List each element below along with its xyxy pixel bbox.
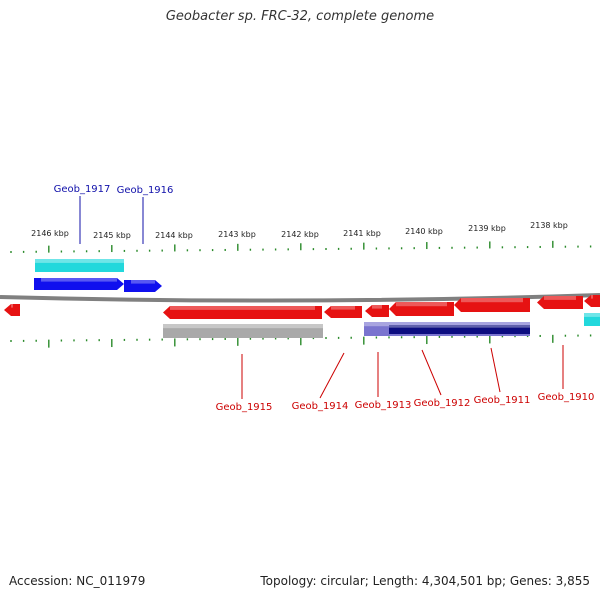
scale-label: 2142 kbp [281, 230, 319, 239]
gene-label-geob-1912[interactable]: Geob_1912 [414, 398, 471, 409]
gene-arrow-geob-1910[interactable] [537, 296, 583, 309]
gene-arrow-geob-1914[interactable] [324, 306, 362, 318]
gene-arrow-geob-1913-highlight [372, 305, 382, 309]
gene-label-geob-1910[interactable]: Geob_1910 [538, 392, 595, 403]
genome-backbone [0, 293, 600, 303]
gene-arrow-geob-1915-highlight [170, 306, 315, 310]
scale-labels: 2146 kbp 2145 kbp 2144 kbp 2143 kbp 2142 kbp… [31, 221, 568, 240]
cds-bar-edge-highlight [584, 313, 600, 317]
scale-label: 2144 kbp [155, 231, 193, 240]
gene-arrow-geob-1916-highlight [131, 280, 155, 284]
gene-arrow-edge[interactable] [584, 295, 600, 307]
cds-bar-navy[interactable] [389, 325, 530, 334]
label-leader-geob-1911 [490, 347, 501, 393]
scale-label: 2140 kbp [405, 227, 443, 236]
gene-arrow-geob-1911-highlight [461, 298, 523, 303]
genome-summary-text: Topology: circular; Length: 4,304,501 bp… [260, 574, 590, 588]
label-leader-geob-1914 [319, 352, 345, 399]
genome-title: Geobacter sp. FRC-32, complete genome [165, 9, 435, 24]
gene-arrow-geob-1915[interactable] [163, 306, 322, 319]
gene-arrow-geob-1911[interactable] [454, 298, 530, 312]
gene-label-geob-1913[interactable]: Geob_1913 [355, 400, 412, 411]
cds-bar-geob-1915-highlight [163, 324, 323, 329]
scale-label: 2138 kbp [530, 221, 568, 230]
gene-labels: Geob_1917 Geob_1916 Geob_1915 Geob_1914 Geob… [54, 184, 595, 413]
scale-label: 2141 kbp [343, 229, 381, 238]
scale-label: 2139 kbp [468, 224, 506, 233]
accession-text: Accession: NC_011979 [9, 574, 146, 588]
gene-arrow-geob-1914-highlight [331, 306, 355, 310]
gene-arrow-geob-1910-highlight [544, 296, 576, 300]
scale-ticks-bottom [10, 334, 592, 348]
gene-arrow-geob-1912-highlight [396, 302, 447, 307]
cds-bar-purple-highlight [364, 322, 530, 327]
label-leader-geob-1912 [421, 349, 442, 396]
gene-arrow-partial-highlight [11, 304, 13, 308]
gene-arrow-partial[interactable] [4, 304, 20, 316]
gene-label-geob-1911[interactable]: Geob_1911 [474, 395, 531, 406]
gene-arrow-geob-1913[interactable] [365, 305, 389, 317]
cds-bar-navy-highlight [389, 325, 530, 328]
forward-cds-bar[interactable] [35, 259, 124, 272]
gene-label-geob-1917[interactable]: Geob_1917 [54, 184, 111, 195]
gene-arrow-geob-1917[interactable] [34, 278, 124, 290]
scale-label: 2146 kbp [31, 229, 69, 238]
gene-features [4, 259, 600, 338]
scale-label: 2145 kbp [93, 231, 131, 240]
cds-bar-edge[interactable] [584, 313, 600, 326]
gene-label-geob-1915[interactable]: Geob_1915 [216, 402, 273, 413]
forward-cds-bar-highlight [35, 259, 124, 263]
scale-label: 2143 kbp [218, 230, 256, 239]
gene-arrow-geob-1917-highlight [41, 278, 117, 282]
gene-arrow-geob-1916[interactable] [124, 280, 162, 292]
scale-ticks-top [10, 240, 592, 253]
cds-bar-geob-1915[interactable] [163, 324, 323, 338]
gene-label-geob-1916[interactable]: Geob_1916 [117, 185, 174, 196]
gene-label-geob-1914[interactable]: Geob_1914 [292, 401, 349, 412]
gene-arrow-geob-1912[interactable] [389, 302, 454, 316]
gene-arrow-edge-highlight [591, 295, 593, 299]
